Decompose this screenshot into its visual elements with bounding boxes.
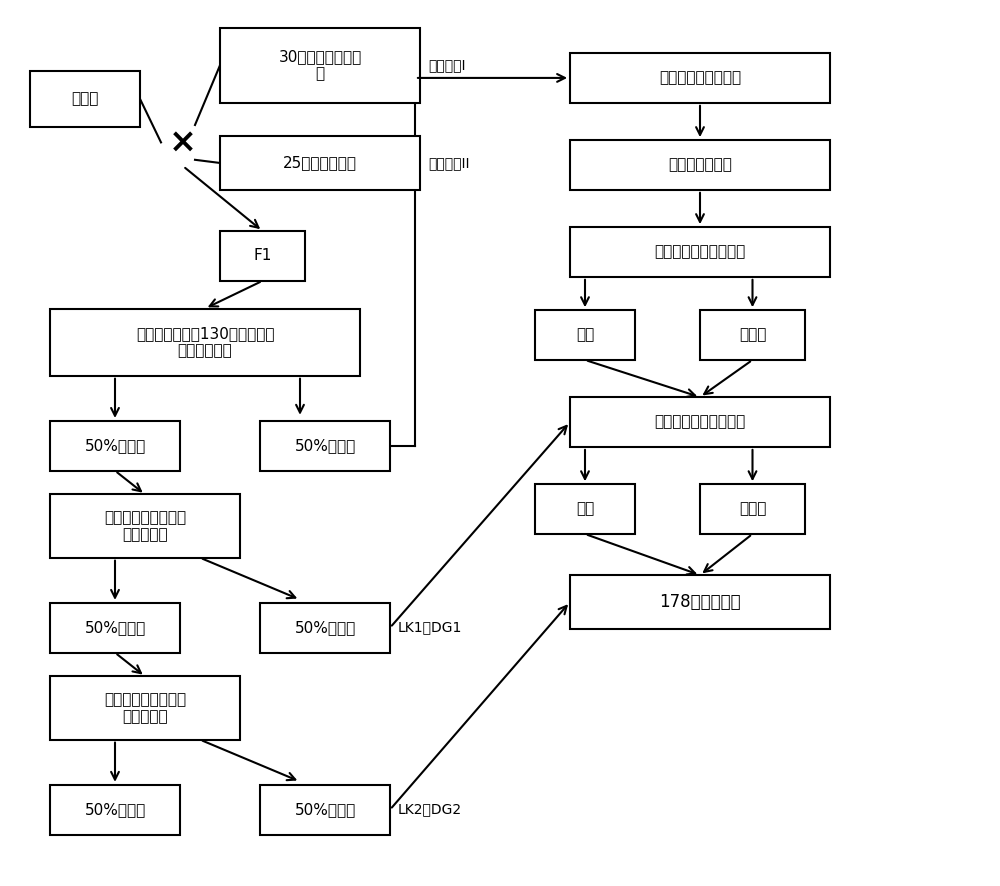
Text: 178个入选单株: 178个入选单株 <box>659 593 741 611</box>
FancyBboxPatch shape <box>50 421 180 470</box>
FancyBboxPatch shape <box>700 484 805 534</box>
Text: LK1和DG1: LK1和DG1 <box>398 620 462 634</box>
FancyBboxPatch shape <box>50 602 180 653</box>
FancyBboxPatch shape <box>570 397 830 447</box>
Text: 耐低钾: 耐低钾 <box>739 501 766 517</box>
FancyBboxPatch shape <box>50 308 360 376</box>
Text: 50%可育株: 50%可育株 <box>294 620 356 635</box>
Text: 佳不育: 佳不育 <box>71 91 99 106</box>
FancyBboxPatch shape <box>570 227 830 277</box>
Text: 50%不育株: 50%不育株 <box>84 802 146 817</box>
Text: 耐低钾: 耐低钾 <box>739 328 766 343</box>
Text: 不育株上的种子混收
形成新群体: 不育株上的种子混收 形成新群体 <box>104 509 186 542</box>
Text: 可育株上混收的种子: 可育株上混收的种子 <box>659 70 741 85</box>
Text: LK2和DG2: LK2和DG2 <box>398 802 462 816</box>
Text: 50%可育株: 50%可育株 <box>294 802 356 817</box>
Text: 不育株上的种子混收
形成新群体: 不育株上的种子混收 形成新群体 <box>104 692 186 724</box>
FancyBboxPatch shape <box>570 53 830 103</box>
Text: 初始群体II: 初始群体II <box>428 156 470 170</box>
FancyBboxPatch shape <box>220 231 305 281</box>
Text: 第一轮高产筛选: 第一轮高产筛选 <box>668 158 732 173</box>
FancyBboxPatch shape <box>220 136 420 190</box>
FancyBboxPatch shape <box>220 27 420 103</box>
FancyBboxPatch shape <box>50 785 180 835</box>
Text: 25个常规恢复系: 25个常规恢复系 <box>283 155 357 170</box>
Text: 高产: 高产 <box>576 328 594 343</box>
FancyBboxPatch shape <box>570 140 830 190</box>
FancyBboxPatch shape <box>260 602 390 653</box>
FancyBboxPatch shape <box>30 71 140 127</box>
FancyBboxPatch shape <box>535 484 635 534</box>
Text: 第三轮高产耐低钾筛选: 第三轮高产耐低钾筛选 <box>654 415 746 430</box>
Text: 初始群体I: 初始群体I <box>428 58 466 73</box>
Text: 每个杂交组合的130粒种子混收
形成一个群体: 每个杂交组合的130粒种子混收 形成一个群体 <box>136 326 274 358</box>
Text: 30个丰优香占导入
系: 30个丰优香占导入 系 <box>278 49 362 82</box>
FancyBboxPatch shape <box>50 676 240 740</box>
FancyBboxPatch shape <box>50 494 240 557</box>
Text: F1: F1 <box>253 248 272 263</box>
FancyBboxPatch shape <box>570 575 830 629</box>
FancyBboxPatch shape <box>260 785 390 835</box>
Text: 50%不育株: 50%不育株 <box>84 439 146 454</box>
Text: 50%不育株: 50%不育株 <box>84 620 146 635</box>
Text: ×: × <box>169 126 197 159</box>
FancyBboxPatch shape <box>700 310 805 360</box>
Text: 高产: 高产 <box>576 501 594 517</box>
FancyBboxPatch shape <box>260 421 390 470</box>
Text: 50%可育株: 50%可育株 <box>294 439 356 454</box>
FancyBboxPatch shape <box>535 310 635 360</box>
Text: 第二轮高产耐低钾筛选: 第二轮高产耐低钾筛选 <box>654 245 746 260</box>
